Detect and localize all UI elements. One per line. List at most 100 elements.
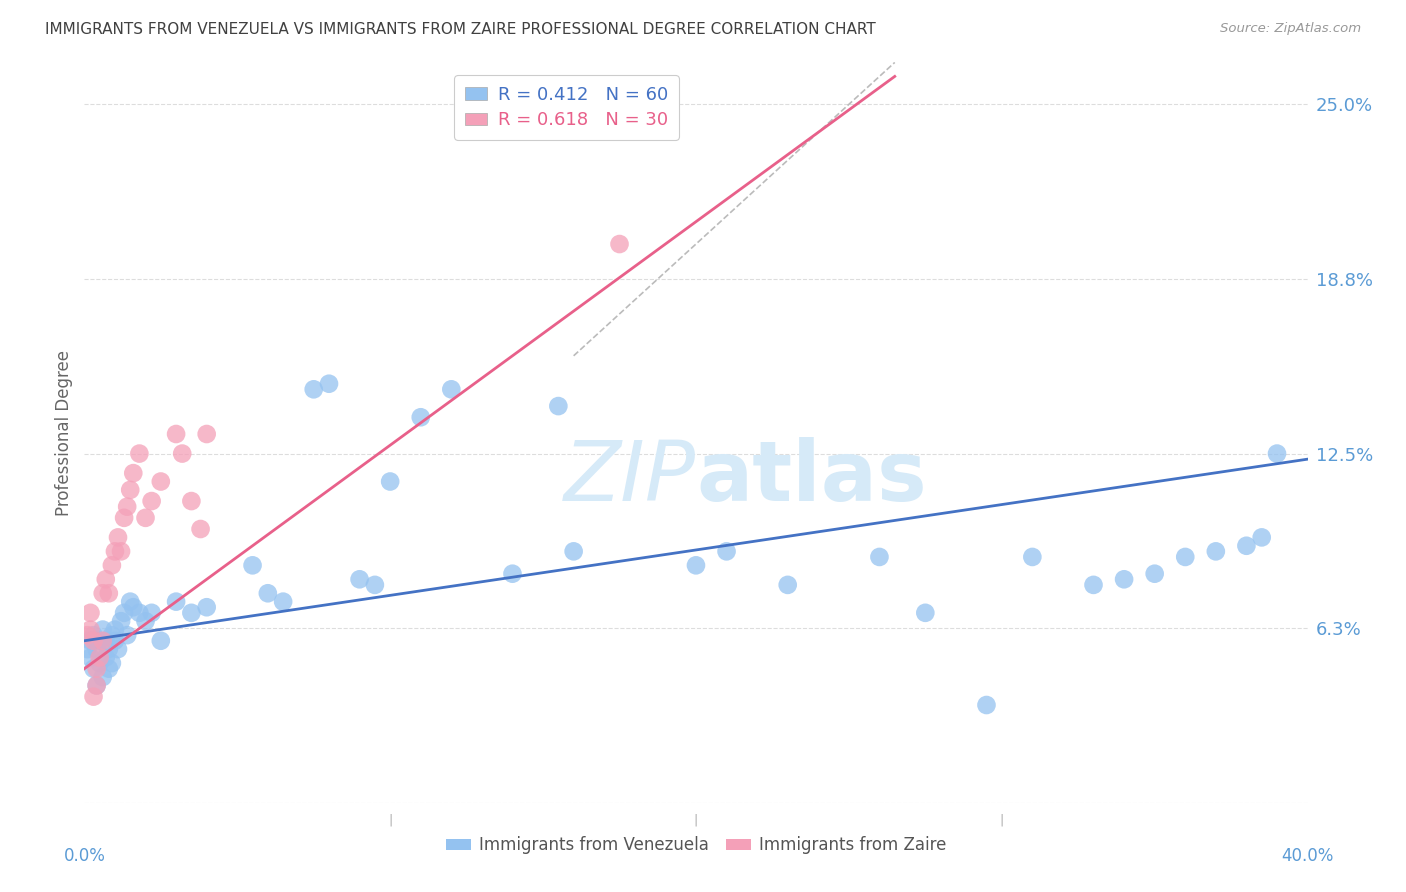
Point — [86, 662, 108, 676]
Point — [195, 427, 218, 442]
Point — [76, 642, 98, 657]
Point — [110, 544, 132, 558]
Point — [1205, 544, 1227, 558]
Point — [165, 427, 187, 442]
Point — [914, 606, 936, 620]
Point — [180, 606, 202, 620]
Point — [110, 614, 132, 628]
Point — [83, 690, 105, 704]
Point — [141, 494, 163, 508]
Point — [89, 650, 111, 665]
Point — [318, 376, 340, 391]
Point — [91, 586, 114, 600]
Point — [1021, 549, 1043, 564]
Point — [976, 698, 998, 712]
Point — [112, 606, 135, 620]
Legend: Immigrants from Venezuela, Immigrants from Zaire: Immigrants from Venezuela, Immigrants fr… — [439, 830, 953, 861]
Point — [716, 544, 738, 558]
Point — [101, 558, 124, 573]
Point — [149, 475, 172, 489]
Point — [83, 628, 105, 642]
Point — [180, 494, 202, 508]
Point — [1114, 572, 1136, 586]
Point — [86, 678, 108, 692]
Point — [115, 628, 138, 642]
Point — [94, 633, 117, 648]
Point — [97, 642, 120, 657]
Point — [242, 558, 264, 573]
Point — [94, 650, 117, 665]
Point — [1265, 446, 1288, 460]
Point — [869, 549, 891, 564]
Point — [349, 572, 371, 586]
Point — [502, 566, 524, 581]
Point — [104, 633, 127, 648]
Point — [76, 628, 98, 642]
Point — [440, 382, 463, 396]
Point — [128, 446, 150, 460]
Text: 40.0%: 40.0% — [1281, 847, 1334, 865]
Point — [97, 662, 120, 676]
Point — [128, 606, 150, 620]
Point — [1083, 578, 1105, 592]
Text: |: | — [388, 814, 392, 827]
Point — [1236, 539, 1258, 553]
Point — [94, 572, 117, 586]
Point — [86, 642, 108, 657]
Point — [107, 530, 129, 544]
Text: 0.0%: 0.0% — [63, 847, 105, 865]
Point — [195, 600, 218, 615]
Point — [135, 511, 157, 525]
Text: atlas: atlas — [696, 436, 927, 517]
Point — [101, 656, 124, 670]
Point — [190, 522, 212, 536]
Point — [79, 623, 101, 637]
Point — [271, 594, 294, 608]
Point — [120, 594, 142, 608]
Point — [172, 446, 194, 460]
Y-axis label: Professional Degree: Professional Degree — [55, 350, 73, 516]
Point — [89, 656, 111, 670]
Point — [409, 410, 432, 425]
Point — [79, 650, 101, 665]
Point — [97, 586, 120, 600]
Point — [86, 678, 108, 692]
Point — [83, 633, 105, 648]
Point — [104, 623, 127, 637]
Point — [104, 544, 127, 558]
Point — [302, 382, 325, 396]
Point — [91, 633, 114, 648]
Point — [1174, 549, 1197, 564]
Point — [115, 500, 138, 514]
Text: Source: ZipAtlas.com: Source: ZipAtlas.com — [1220, 22, 1361, 36]
Point — [89, 633, 111, 648]
Point — [364, 578, 387, 592]
Point — [83, 662, 105, 676]
Text: IMMIGRANTS FROM VENEZUELA VS IMMIGRANTS FROM ZAIRE PROFESSIONAL DEGREE CORRELATI: IMMIGRANTS FROM VENEZUELA VS IMMIGRANTS … — [45, 22, 876, 37]
Text: ZIP: ZIP — [564, 436, 696, 517]
Point — [141, 606, 163, 620]
Point — [776, 578, 799, 592]
Point — [149, 633, 172, 648]
Point — [91, 670, 114, 684]
Point — [107, 642, 129, 657]
Text: |: | — [693, 814, 699, 827]
Point — [380, 475, 402, 489]
Point — [122, 600, 145, 615]
Point — [562, 544, 585, 558]
Point — [79, 633, 101, 648]
Point — [122, 466, 145, 480]
Point — [135, 614, 157, 628]
Point — [120, 483, 142, 497]
Point — [257, 586, 280, 600]
Point — [101, 628, 124, 642]
Point — [1250, 530, 1272, 544]
Point — [165, 594, 187, 608]
Point — [609, 237, 631, 252]
Text: |: | — [1000, 814, 1004, 827]
Point — [112, 511, 135, 525]
Point — [1143, 566, 1166, 581]
Point — [547, 399, 569, 413]
Point — [685, 558, 707, 573]
Point — [91, 623, 114, 637]
